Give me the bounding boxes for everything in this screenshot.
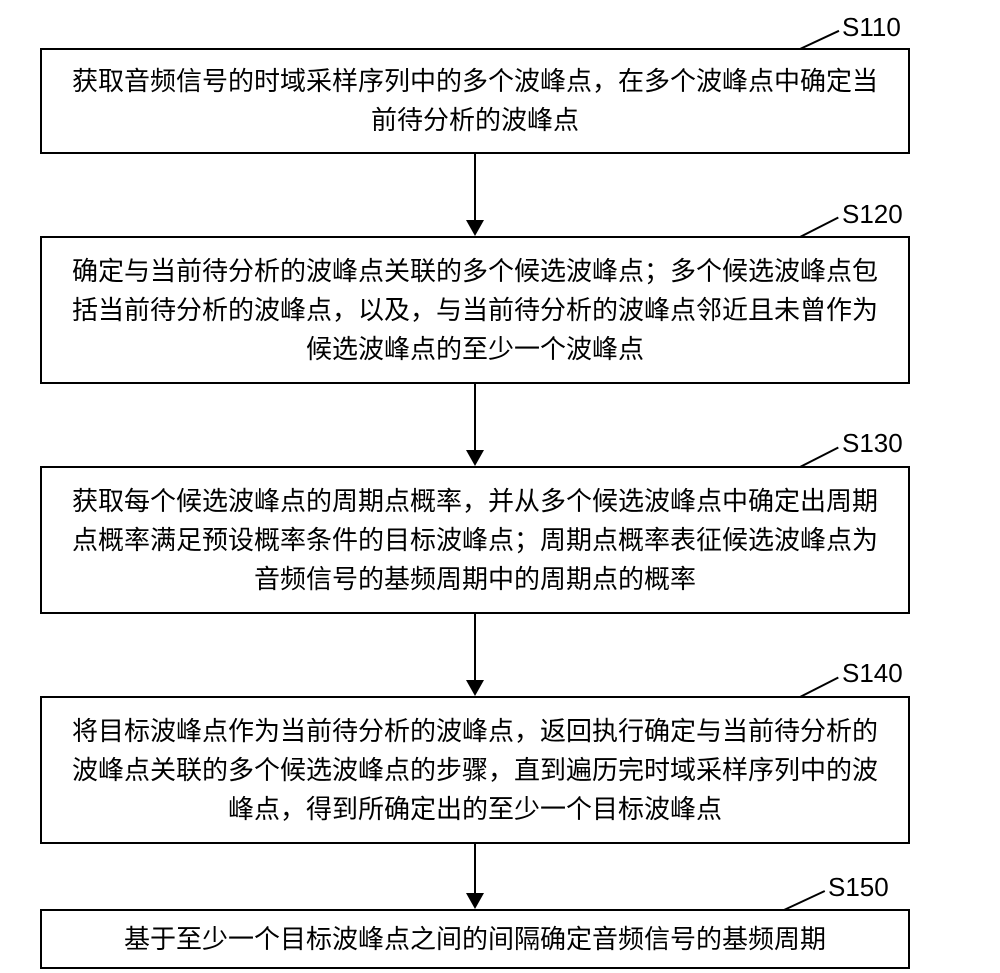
step-text: 确定与当前待分析的波峰点关联的多个候选波峰点；多个候选波峰点包括当前待分析的波峰…	[62, 252, 888, 369]
callout-line	[800, 677, 839, 698]
arrow-line	[474, 384, 476, 450]
step-label-s150: S150	[828, 872, 889, 903]
arrow-head	[466, 450, 484, 466]
step-text: 将目标波峰点作为当前待分析的波峰点，返回执行确定与当前待分析的波峰点关联的多个候…	[62, 712, 888, 829]
arrow-line	[474, 844, 476, 893]
arrow-head	[466, 680, 484, 696]
step-text: 获取每个候选波峰点的周期点概率，并从多个候选波峰点中确定出周期点概率满足预设概率…	[62, 482, 888, 599]
step-text: 基于至少一个目标波峰点之间的间隔确定音频信号的基频周期	[124, 920, 826, 959]
step-box-s150: 基于至少一个目标波峰点之间的间隔确定音频信号的基频周期	[40, 909, 910, 969]
flowchart-container: S110 获取音频信号的时域采样序列中的多个波峰点，在多个波峰点中确定当前待分析…	[0, 0, 1000, 973]
arrow-line	[474, 154, 476, 220]
step-box-s120: 确定与当前待分析的波峰点关联的多个候选波峰点；多个候选波峰点包括当前待分析的波峰…	[40, 236, 910, 384]
step-box-s140: 将目标波峰点作为当前待分析的波峰点，返回执行确定与当前待分析的波峰点关联的多个候…	[40, 696, 910, 844]
step-label-s140: S140	[842, 658, 903, 689]
arrow-line	[474, 614, 476, 680]
step-box-s130: 获取每个候选波峰点的周期点概率，并从多个候选波峰点中确定出周期点概率满足预设概率…	[40, 466, 910, 614]
step-label-s120: S120	[842, 199, 903, 230]
callout-line	[800, 447, 839, 468]
step-box-s110: 获取音频信号的时域采样序列中的多个波峰点，在多个波峰点中确定当前待分析的波峰点	[40, 48, 910, 154]
callout-line	[800, 30, 840, 50]
step-label-s110: S110	[842, 12, 901, 43]
step-text: 获取音频信号的时域采样序列中的多个波峰点，在多个波峰点中确定当前待分析的波峰点	[62, 62, 888, 140]
callout-line	[784, 890, 826, 911]
arrow-head	[466, 220, 484, 236]
callout-line	[800, 217, 839, 238]
arrow-head	[466, 893, 484, 909]
step-label-s130: S130	[842, 428, 903, 459]
